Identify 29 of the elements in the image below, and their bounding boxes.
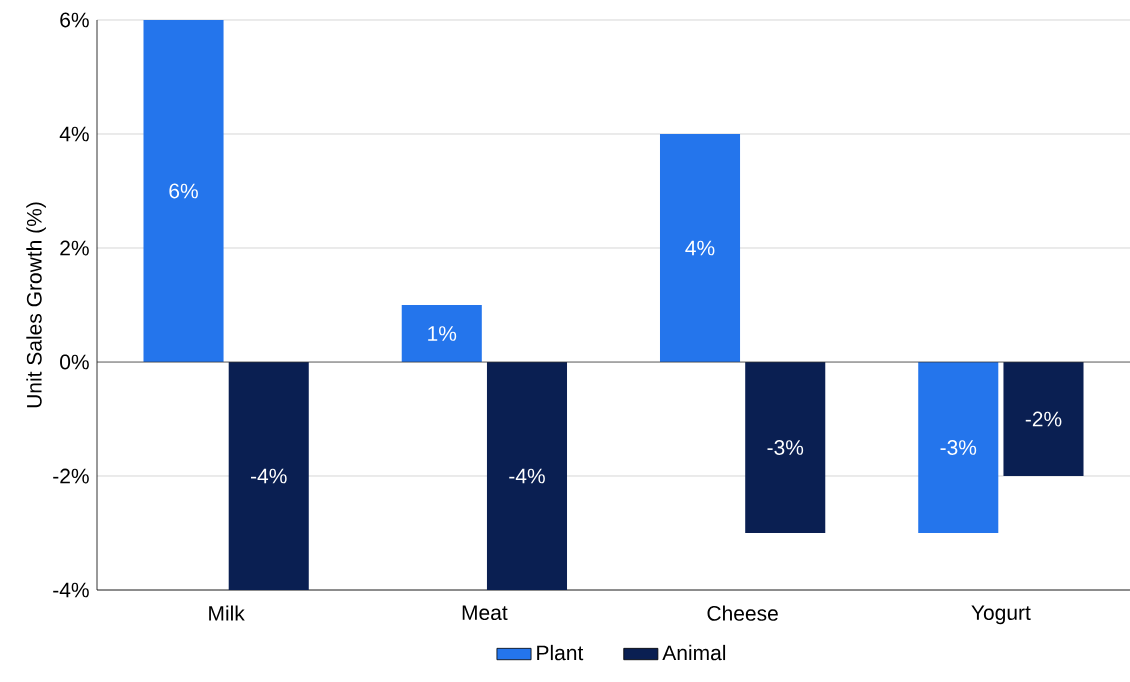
bar [745, 362, 826, 533]
bar [486, 362, 568, 590]
x-tick-label: Yogurt [971, 605, 1031, 625]
bar [918, 362, 999, 533]
y-axis-title: Unit Sales Growth (%) [26, 202, 46, 408]
data-label: 6% [169, 183, 198, 199]
y-tick-label: -4% [53, 582, 89, 598]
bar [143, 19, 224, 362]
y-tick-label: 6% [60, 12, 89, 28]
x-tick-label: Cheese [707, 605, 778, 621]
data-label: -4% [251, 468, 287, 484]
x-tick-label: Meat [462, 605, 508, 621]
data-label: 1% [428, 326, 457, 341]
data-label: -4% [509, 468, 545, 484]
legend-label: Plant [537, 644, 584, 661]
legend-label: Animal [662, 644, 726, 661]
y-tick-label: 4% [59, 126, 89, 142]
data-label: -3% [940, 440, 977, 455]
bar [659, 133, 741, 362]
y-tick-label: -2% [53, 468, 89, 484]
y-tick-label: 2% [60, 240, 89, 256]
x-tick-label: Milk [209, 605, 245, 621]
bar [401, 305, 482, 362]
data-label: -2% [1025, 411, 1062, 427]
y-tick-label: 0% [60, 354, 89, 370]
data-label: -3% [767, 440, 804, 455]
bar [228, 362, 309, 590]
data-label: 4% [685, 240, 715, 256]
bar [1003, 362, 1084, 476]
